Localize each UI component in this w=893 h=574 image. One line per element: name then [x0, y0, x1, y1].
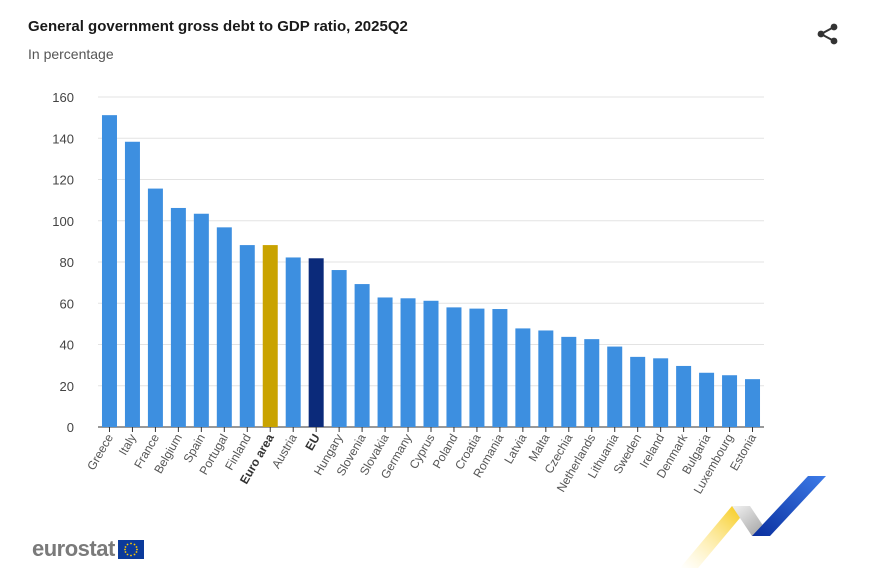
bar-france[interactable]	[147, 188, 163, 427]
bar-slovenia[interactable]	[354, 284, 370, 427]
bar-denmark[interactable]	[676, 365, 692, 427]
logo-text: eurostat	[32, 536, 115, 561]
y-tick-label: 0	[67, 420, 74, 435]
bar-ireland[interactable]	[653, 358, 669, 427]
bar-finland[interactable]	[239, 245, 255, 427]
y-tick-label: 120	[52, 173, 74, 188]
x-tick-label: Italy	[116, 432, 139, 458]
chart-title: General government gross debt to GDP rat…	[28, 18, 408, 35]
y-tick-label: 20	[60, 379, 74, 394]
bar-slovakia[interactable]	[377, 297, 393, 427]
bar-croatia[interactable]	[469, 308, 485, 427]
y-tick-label: 80	[60, 255, 74, 270]
bar-spain[interactable]	[193, 213, 209, 427]
decorative-ribbon	[680, 476, 826, 568]
y-tick-label: 160	[52, 90, 74, 105]
bar-latvia[interactable]	[515, 328, 531, 427]
eurostat-logo: eurostat	[32, 536, 144, 562]
y-tick-label: 60	[60, 296, 74, 311]
y-tick-label: 100	[52, 214, 74, 229]
bar-austria[interactable]	[285, 257, 301, 427]
bar-poland[interactable]	[446, 307, 462, 427]
x-tick-label: Latvia	[501, 431, 529, 466]
bar-bulgaria[interactable]	[699, 372, 715, 427]
bar-romania[interactable]	[492, 309, 508, 427]
bar-hungary[interactable]	[331, 270, 347, 427]
x-tick-label: Greece	[84, 431, 116, 472]
bar-netherlands[interactable]	[584, 339, 600, 427]
bar-malta[interactable]	[538, 330, 554, 427]
chart-subtitle: In percentage	[28, 46, 114, 62]
bar-sweden[interactable]	[630, 356, 646, 427]
share-icon[interactable]	[815, 21, 841, 47]
y-tick-label: 140	[52, 131, 74, 146]
bar-cyprus[interactable]	[423, 300, 439, 427]
y-tick-label: 40	[60, 338, 74, 353]
bar-lithuania[interactable]	[607, 346, 623, 427]
x-tick-label: EU	[302, 432, 322, 453]
bar-germany[interactable]	[400, 298, 416, 427]
bar-euro-area[interactable]	[262, 245, 278, 427]
bar-greece[interactable]	[101, 115, 117, 428]
bar-italy[interactable]	[124, 141, 140, 427]
bar-czechia[interactable]	[561, 336, 577, 427]
eu-flag-icon	[117, 539, 144, 559]
bar-luxembourg[interactable]	[722, 375, 738, 427]
bar-belgium[interactable]	[170, 207, 186, 427]
bar-eu[interactable]	[308, 258, 324, 427]
bar-estonia[interactable]	[745, 379, 761, 427]
bar-portugal[interactable]	[216, 227, 232, 427]
